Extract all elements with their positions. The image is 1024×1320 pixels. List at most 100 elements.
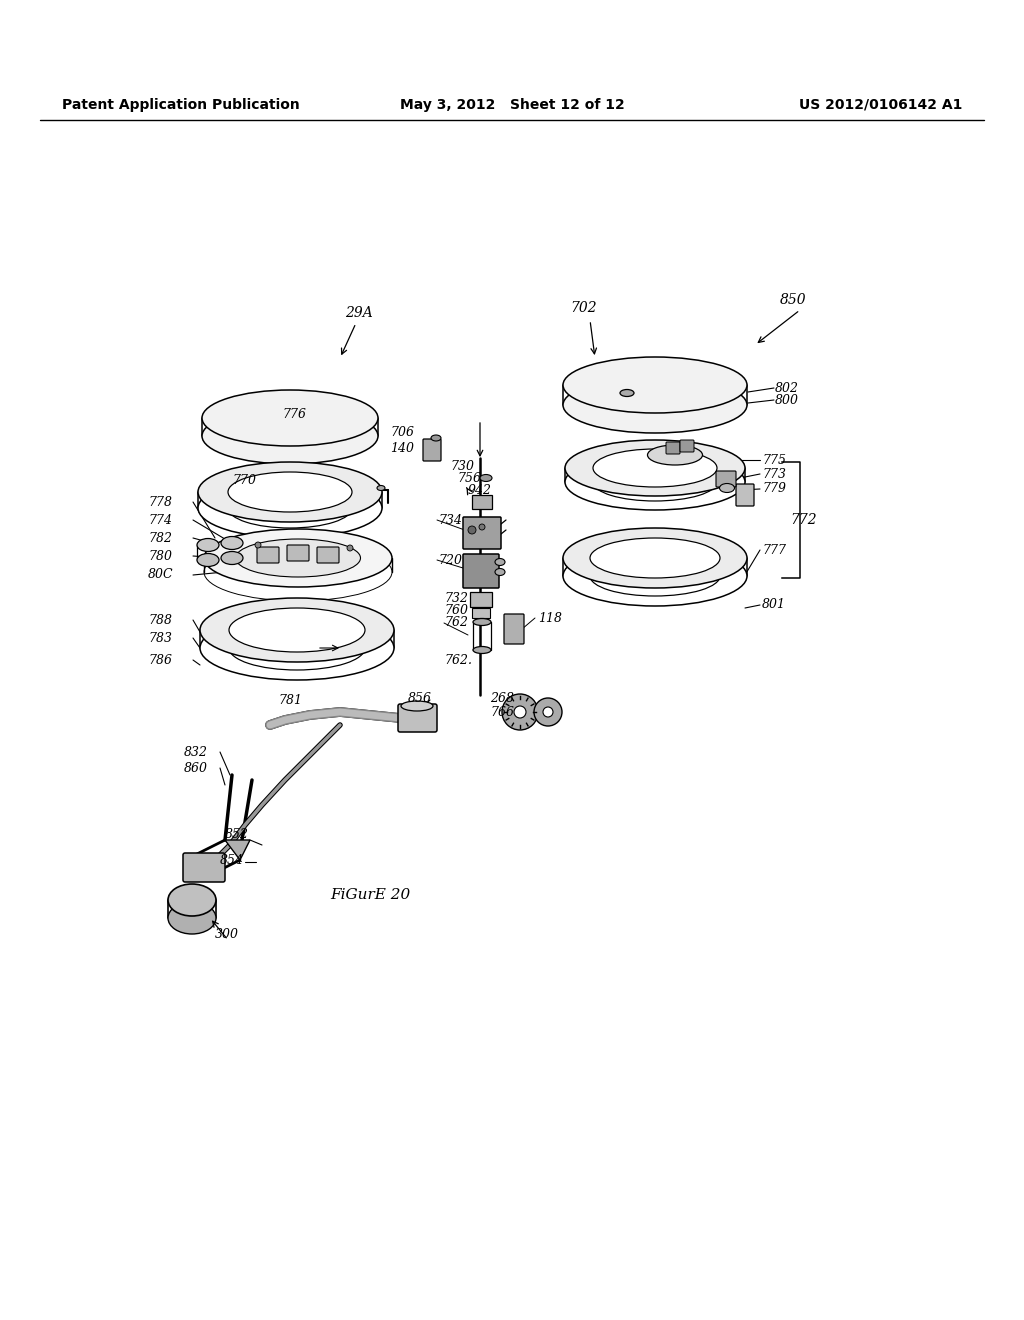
Text: 800: 800 [775, 393, 799, 407]
Text: 734: 734 [438, 513, 462, 527]
Text: 783: 783 [148, 631, 172, 644]
Text: 777: 777 [762, 544, 786, 557]
Ellipse shape [168, 884, 216, 916]
Ellipse shape [197, 539, 219, 552]
Ellipse shape [401, 701, 433, 711]
Text: US 2012/0106142 A1: US 2012/0106142 A1 [799, 98, 962, 112]
Text: Patent Application Publication: Patent Application Publication [62, 98, 300, 112]
Text: 801: 801 [762, 598, 786, 611]
Text: 762.: 762. [444, 653, 472, 667]
Text: 776: 776 [282, 408, 306, 421]
Text: 860: 860 [184, 762, 208, 775]
Text: 788: 788 [148, 614, 172, 627]
Ellipse shape [200, 598, 394, 663]
Text: 756: 756 [457, 471, 481, 484]
Ellipse shape [221, 536, 243, 549]
Text: 140: 140 [390, 441, 414, 454]
Ellipse shape [204, 529, 392, 587]
Ellipse shape [480, 474, 492, 482]
Ellipse shape [565, 440, 745, 496]
Text: 118: 118 [538, 611, 562, 624]
Ellipse shape [620, 389, 634, 396]
Ellipse shape [202, 389, 378, 446]
Circle shape [514, 706, 526, 718]
Text: 786: 786 [148, 653, 172, 667]
Ellipse shape [229, 609, 365, 652]
Ellipse shape [593, 449, 717, 487]
Text: 942: 942 [468, 483, 492, 496]
Text: 268: 268 [490, 692, 514, 705]
Text: 732: 732 [444, 591, 468, 605]
FancyBboxPatch shape [472, 609, 490, 618]
Text: 774: 774 [148, 513, 172, 527]
Ellipse shape [377, 486, 385, 491]
Text: 762: 762 [444, 616, 468, 630]
FancyBboxPatch shape [183, 853, 225, 882]
Text: 772: 772 [790, 513, 816, 527]
FancyBboxPatch shape [472, 495, 492, 510]
FancyBboxPatch shape [287, 545, 309, 561]
Text: 770: 770 [232, 474, 256, 487]
Ellipse shape [473, 647, 490, 653]
Ellipse shape [593, 463, 717, 502]
Circle shape [479, 524, 485, 531]
Circle shape [255, 543, 261, 548]
Circle shape [347, 545, 353, 550]
Text: 782: 782 [148, 532, 172, 544]
Text: 760: 760 [444, 603, 468, 616]
Text: 802: 802 [775, 381, 799, 395]
Text: FiGurE 20: FiGurE 20 [330, 888, 411, 902]
Text: 850: 850 [780, 293, 807, 308]
Circle shape [543, 708, 553, 717]
FancyBboxPatch shape [470, 591, 492, 607]
Ellipse shape [200, 616, 394, 680]
Text: May 3, 2012   Sheet 12 of 12: May 3, 2012 Sheet 12 of 12 [399, 98, 625, 112]
Ellipse shape [563, 528, 746, 587]
Ellipse shape [198, 462, 382, 521]
FancyBboxPatch shape [423, 440, 441, 461]
Text: 720: 720 [438, 553, 462, 566]
FancyBboxPatch shape [317, 546, 339, 564]
FancyBboxPatch shape [463, 517, 501, 549]
Text: 779: 779 [762, 483, 786, 495]
Ellipse shape [563, 356, 746, 413]
Text: 702: 702 [570, 301, 597, 315]
Ellipse shape [198, 478, 382, 539]
Text: 854: 854 [220, 854, 244, 866]
Ellipse shape [431, 436, 441, 441]
Text: 730: 730 [450, 461, 474, 474]
FancyBboxPatch shape [504, 614, 524, 644]
Text: 852: 852 [225, 829, 249, 842]
Ellipse shape [228, 473, 352, 512]
Text: 80C: 80C [148, 569, 174, 582]
Ellipse shape [720, 483, 734, 492]
Ellipse shape [563, 378, 746, 433]
Ellipse shape [590, 539, 720, 578]
FancyBboxPatch shape [666, 442, 680, 454]
Ellipse shape [228, 488, 352, 528]
Text: 781: 781 [278, 693, 302, 706]
Ellipse shape [168, 902, 216, 935]
Ellipse shape [563, 546, 746, 606]
Circle shape [534, 698, 562, 726]
FancyBboxPatch shape [736, 484, 754, 506]
FancyBboxPatch shape [716, 471, 736, 487]
Ellipse shape [236, 539, 360, 577]
FancyBboxPatch shape [257, 546, 279, 564]
Text: 856: 856 [408, 692, 432, 705]
Text: 778: 778 [148, 495, 172, 508]
Ellipse shape [495, 569, 505, 576]
Text: 775: 775 [762, 454, 786, 466]
Text: 773: 773 [762, 467, 786, 480]
FancyBboxPatch shape [680, 440, 694, 451]
Circle shape [502, 694, 538, 730]
Text: 832: 832 [184, 746, 208, 759]
FancyBboxPatch shape [398, 704, 437, 733]
Ellipse shape [590, 556, 720, 597]
Text: 766: 766 [490, 705, 514, 718]
Circle shape [468, 525, 476, 535]
Ellipse shape [647, 445, 702, 465]
Ellipse shape [473, 619, 490, 626]
Ellipse shape [197, 553, 219, 566]
FancyBboxPatch shape [463, 554, 499, 587]
